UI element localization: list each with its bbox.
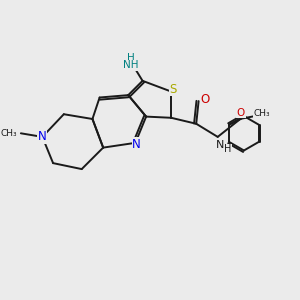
Text: N: N	[38, 130, 47, 143]
Text: N: N	[132, 137, 141, 151]
Text: S: S	[169, 83, 177, 96]
Text: NH: NH	[123, 60, 138, 70]
Text: H: H	[224, 144, 231, 154]
Text: CH₃: CH₃	[1, 129, 17, 138]
Text: H: H	[127, 53, 134, 63]
Text: CH₃: CH₃	[254, 110, 270, 118]
Text: O: O	[201, 93, 210, 106]
Text: O: O	[237, 108, 245, 118]
Text: N: N	[216, 140, 224, 150]
